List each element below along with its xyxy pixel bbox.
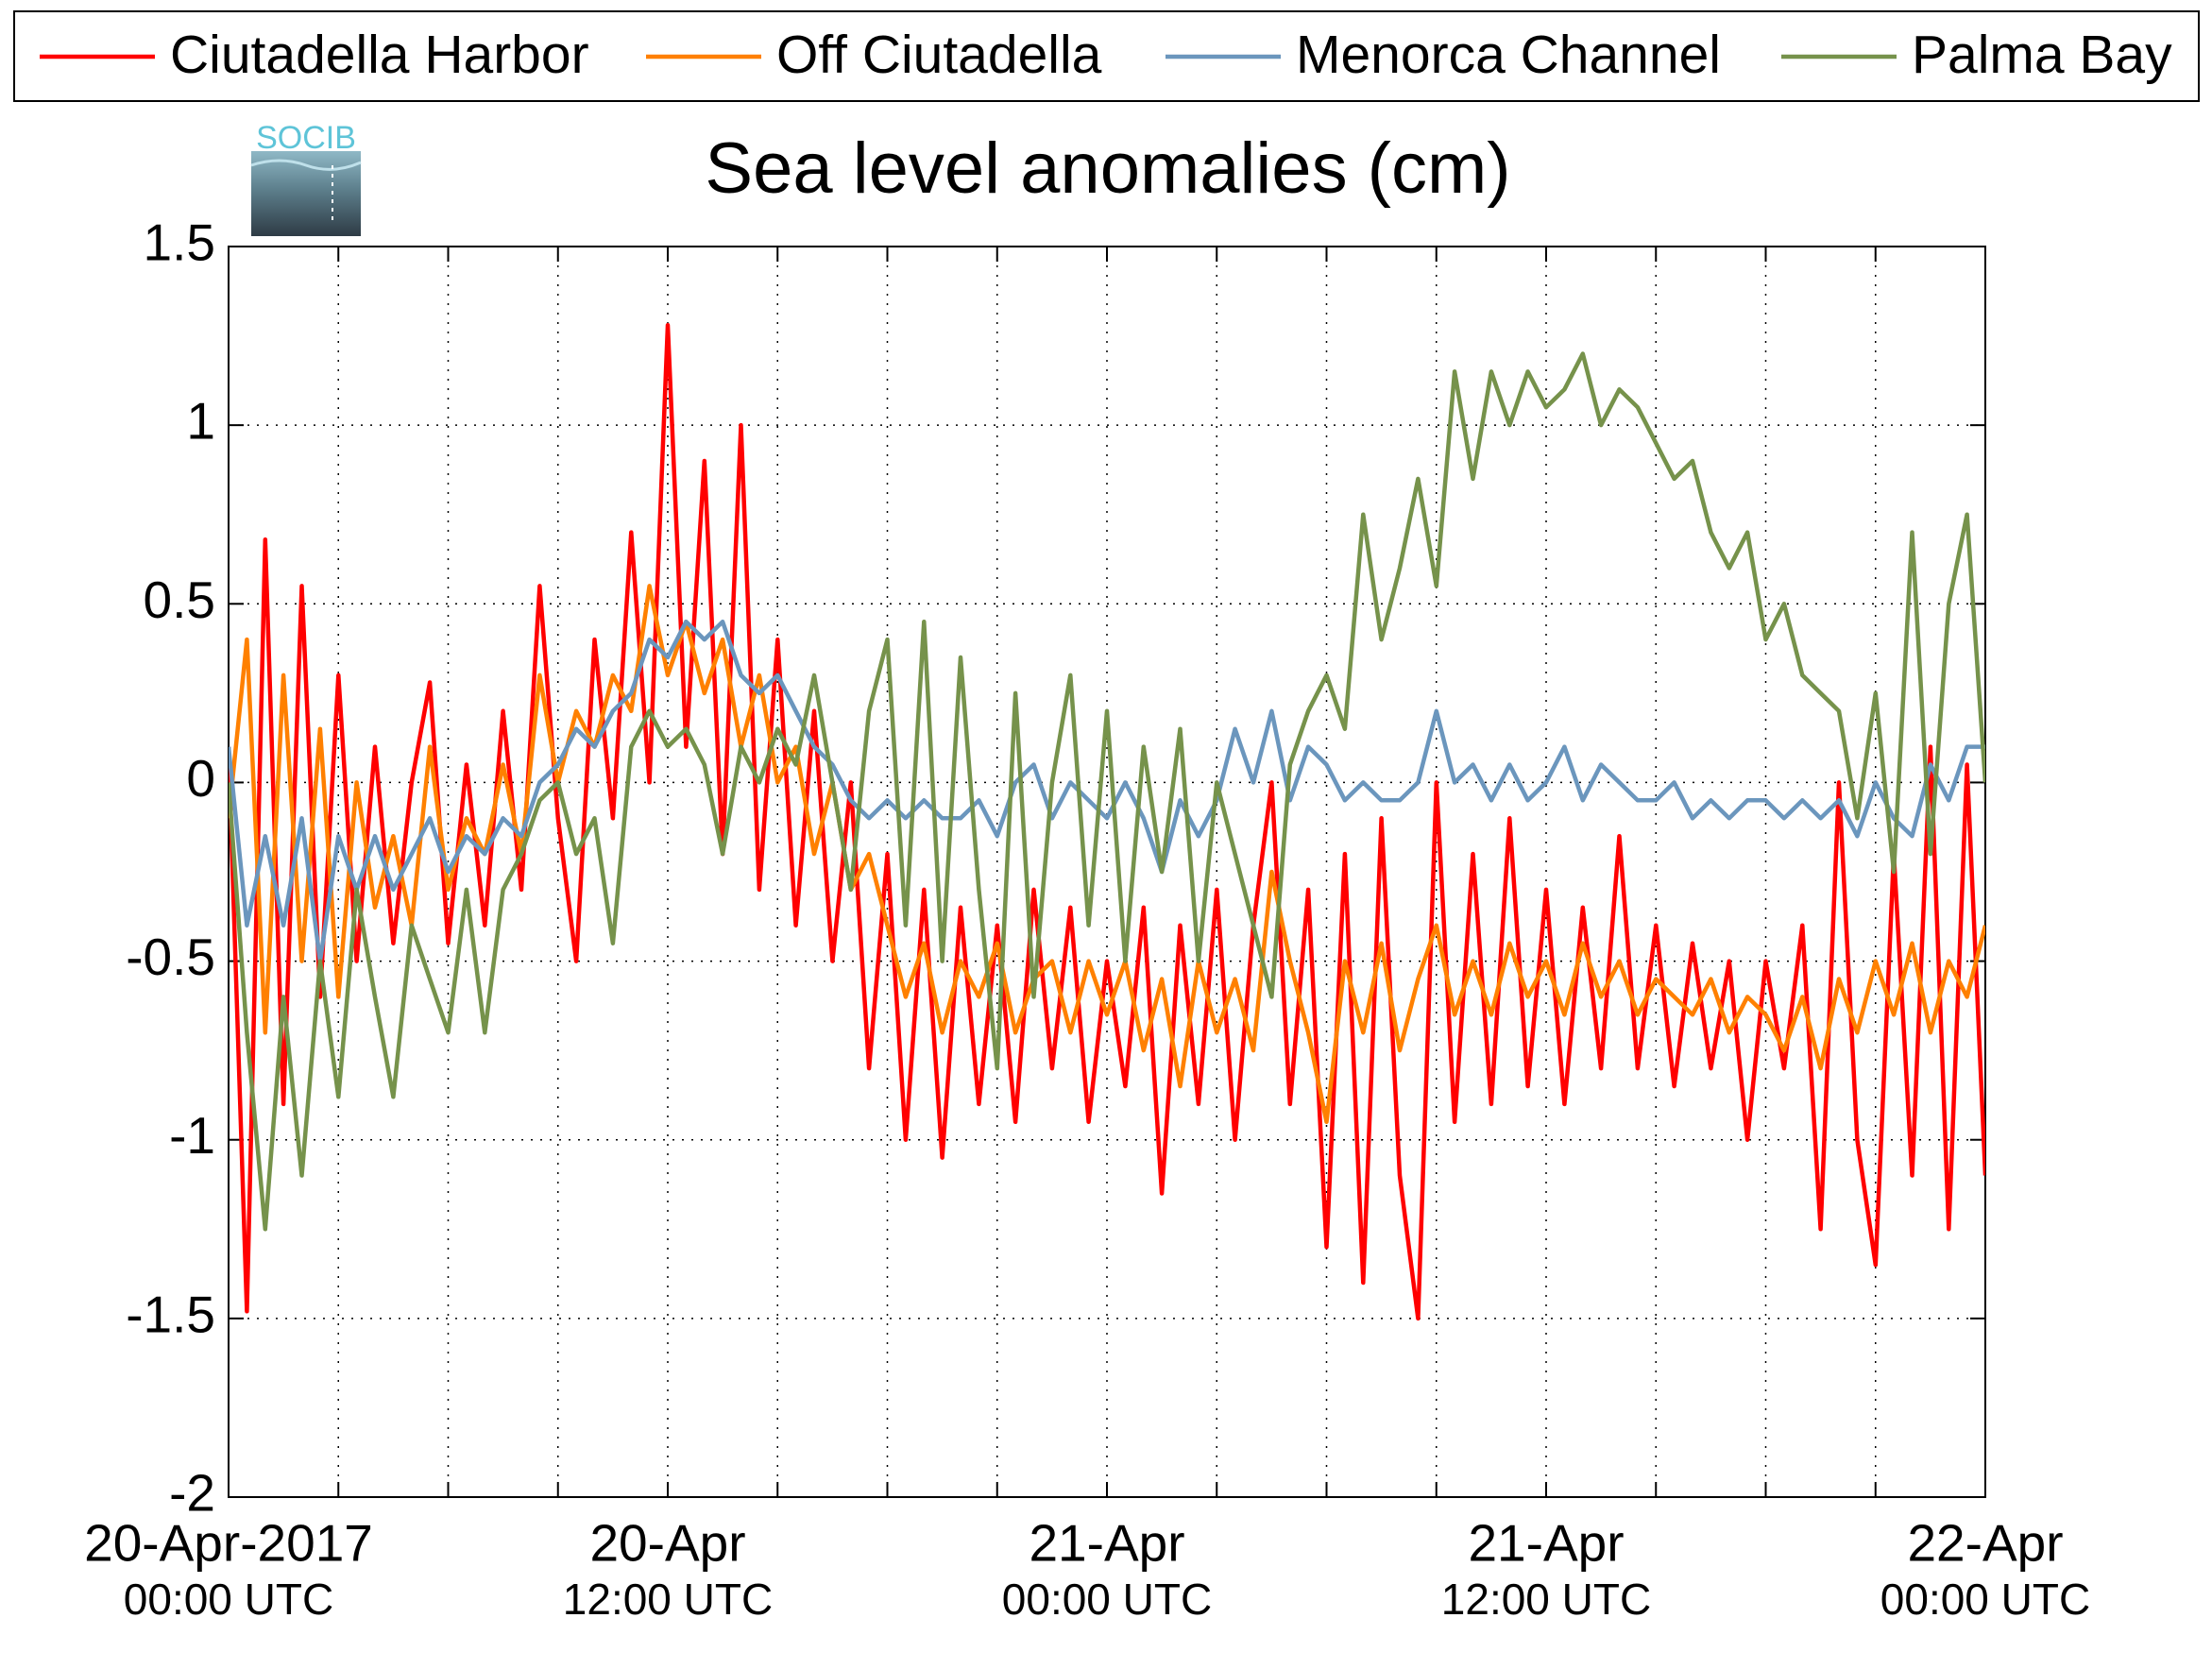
series-line <box>229 322 1985 1321</box>
y-tick-label: 0.5 <box>144 571 215 629</box>
x-tick-label: 20-Apr-2017 <box>84 1514 373 1573</box>
legend-label: Ciutadella Harbor <box>170 25 589 85</box>
series-line <box>229 619 1985 963</box>
x-tick-sublabel: 00:00 UTC <box>124 1575 333 1624</box>
x-tick-label: 22-Apr <box>1907 1514 2063 1573</box>
y-tick-label: -1.5 <box>126 1285 215 1343</box>
x-tick-sublabel: 12:00 UTC <box>563 1575 773 1624</box>
y-tick-label: -1 <box>169 1106 215 1165</box>
logo: SOCIB <box>250 120 362 236</box>
legend-label: Palma Bay <box>1912 25 2172 85</box>
y-tick-label: -2 <box>169 1464 215 1523</box>
legend-label: Off Ciutadella <box>776 25 1102 85</box>
y-tick-label: 0 <box>186 749 215 808</box>
x-tick-sublabel: 00:00 UTC <box>1880 1575 2090 1624</box>
x-tick-label: 20-Apr <box>589 1514 745 1573</box>
plot-lines <box>229 322 1985 1321</box>
x-tick-label: 21-Apr <box>1468 1514 1624 1573</box>
legend-label: Menorca Channel <box>1296 25 1721 85</box>
x-tick-sublabel: 00:00 UTC <box>1002 1575 1212 1624</box>
y-tick-label: -0.5 <box>126 928 215 986</box>
y-tick-label: 1.5 <box>144 213 215 272</box>
chart-title: Sea level anomalies (cm) <box>705 128 1510 209</box>
y-tick-label: 1 <box>186 392 215 451</box>
logo-wave <box>250 159 362 171</box>
x-tick-sublabel: 12:00 UTC <box>1441 1575 1651 1624</box>
logo-text: SOCIB <box>256 120 356 156</box>
series-line <box>229 351 1985 1232</box>
x-tick-label: 21-Apr <box>1029 1514 1184 1573</box>
